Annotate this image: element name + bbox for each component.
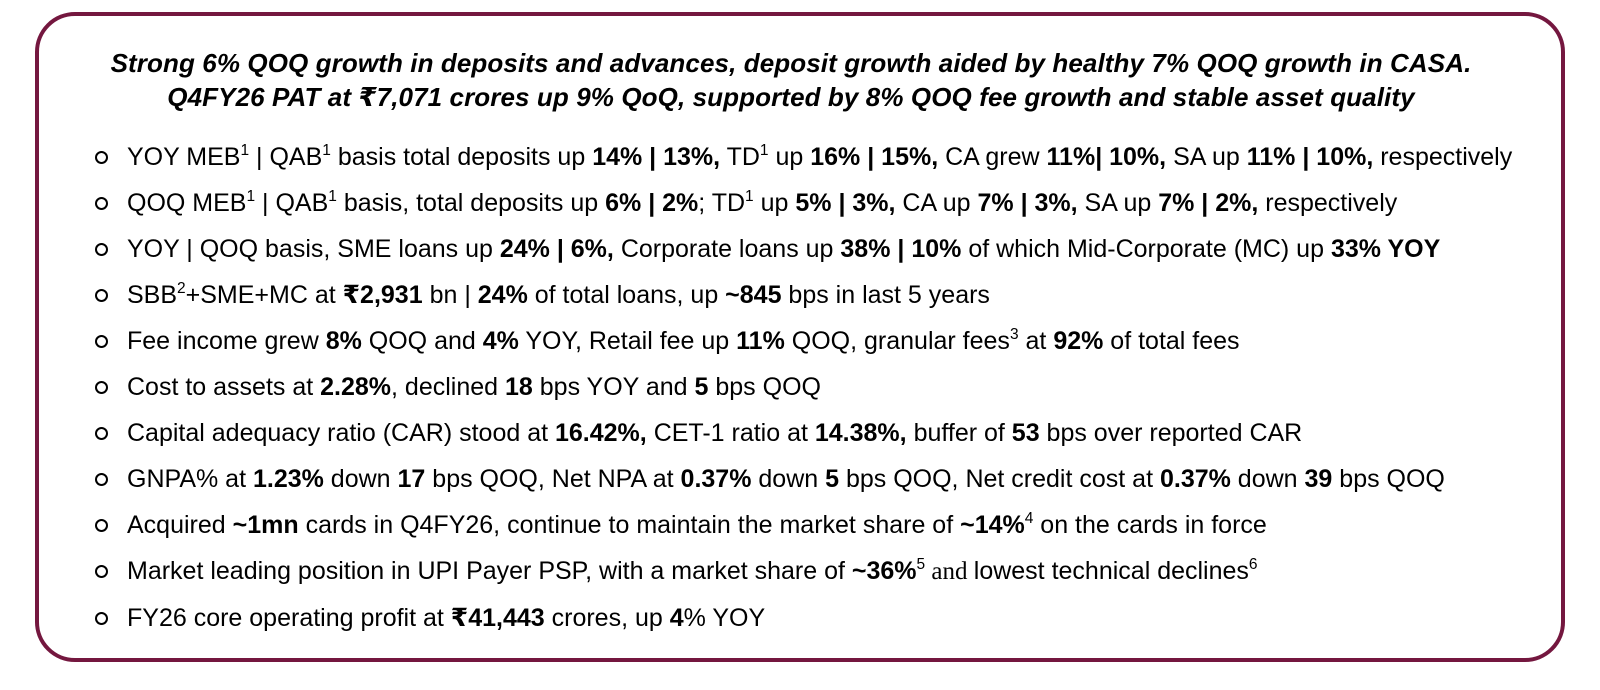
bullet-text: Acquired ~1mn cards in Q4FY26, continue … bbox=[127, 509, 1267, 539]
circle-bullet-icon bbox=[95, 427, 108, 440]
circle-bullet-icon bbox=[95, 473, 108, 486]
bullet-text: QOQ MEB1 | QAB1 basis, total deposits up… bbox=[127, 187, 1398, 217]
bullet-text: Fee income grew 8% QOQ and 4% YOY, Retai… bbox=[127, 325, 1240, 355]
circle-bullet-icon bbox=[95, 335, 108, 348]
bullet-item: Cost to assets at 2.28%, declined 18 bps… bbox=[95, 371, 1519, 403]
bullet-text: Market leading position in UPI Payer PSP… bbox=[127, 555, 1258, 585]
title-line-1: Strong 6% QOQ growth in deposits and adv… bbox=[110, 48, 1472, 78]
bullet-item: SBB2+SME+MC at ₹2,931 bn | 24% of total … bbox=[95, 279, 1519, 311]
bullet-item: Capital adequacy ratio (CAR) stood at 16… bbox=[95, 417, 1519, 449]
bullet-item: YOY MEB1 | QAB1 basis total deposits up … bbox=[95, 141, 1519, 173]
bullet-text: YOY MEB1 | QAB1 basis total deposits up … bbox=[127, 141, 1513, 171]
bullet-item: GNPA% at 1.23% down 17 bps QOQ, Net NPA … bbox=[95, 463, 1519, 495]
bullet-text: YOY | QOQ basis, SME loans up 24% | 6%, … bbox=[127, 235, 1441, 263]
bullet-item: YOY | QOQ basis, SME loans up 24% | 6%, … bbox=[95, 233, 1519, 265]
bullet-item: Fee income grew 8% QOQ and 4% YOY, Retai… bbox=[95, 325, 1519, 357]
bullet-item: FY26 core operating profit at ₹41,443 cr… bbox=[95, 602, 1519, 634]
circle-bullet-icon bbox=[95, 381, 108, 394]
circle-bullet-icon bbox=[95, 565, 108, 578]
circle-bullet-icon bbox=[95, 197, 108, 210]
bullet-item: Market leading position in UPI Payer PSP… bbox=[95, 555, 1519, 588]
bullet-text: Cost to assets at 2.28%, declined 18 bps… bbox=[127, 373, 821, 401]
circle-bullet-icon bbox=[95, 519, 108, 532]
slide-title: Strong 6% QOQ growth in deposits and adv… bbox=[63, 46, 1519, 114]
bullet-item: QOQ MEB1 | QAB1 basis, total deposits up… bbox=[95, 187, 1519, 219]
bullet-text: Capital adequacy ratio (CAR) stood at 16… bbox=[127, 419, 1303, 447]
circle-bullet-icon bbox=[95, 151, 108, 164]
circle-bullet-icon bbox=[95, 243, 108, 256]
bullet-item: Acquired ~1mn cards in Q4FY26, continue … bbox=[95, 509, 1519, 541]
circle-bullet-icon bbox=[95, 289, 108, 302]
bullet-text: FY26 core operating profit at ₹41,443 cr… bbox=[127, 604, 766, 632]
bullet-text: GNPA% at 1.23% down 17 bps QOQ, Net NPA … bbox=[127, 465, 1445, 493]
circle-bullet-icon bbox=[95, 612, 108, 625]
highlights-panel: Strong 6% QOQ growth in deposits and adv… bbox=[35, 12, 1565, 662]
bullet-list: YOY MEB1 | QAB1 basis total deposits up … bbox=[63, 141, 1519, 634]
title-line-2: Q4FY26 PAT at ₹7,071 crores up 9% QoQ, s… bbox=[167, 82, 1415, 112]
bullet-text: SBB2+SME+MC at ₹2,931 bn | 24% of total … bbox=[127, 279, 990, 309]
